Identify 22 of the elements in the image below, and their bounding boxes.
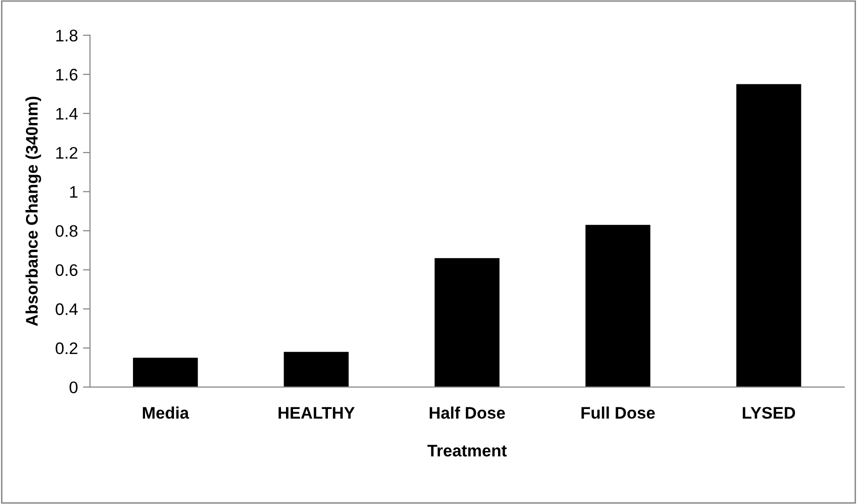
x-tick-label: Half Dose: [430, 406, 505, 419]
y-tick-label: 0.6: [56, 264, 78, 276]
y-axis-title: Absorbance Change (340nm): [26, 96, 42, 326]
y-tick-label: 1.8: [56, 30, 78, 42]
bar: [434, 258, 500, 388]
y-tick-label: 0: [70, 381, 78, 394]
x-tick-label: Full Dose: [582, 406, 655, 419]
y-tick-label: 0.2: [56, 342, 78, 354]
x-tick-label: Media: [142, 406, 190, 419]
y-tick-label: 1.2: [56, 146, 78, 159]
bar: [132, 358, 198, 388]
x-tick-label: LYSED: [742, 406, 796, 419]
x-tick-label: HEALTHY: [278, 407, 355, 419]
bar: [736, 84, 802, 388]
bar: [585, 224, 650, 388]
y-tick-label: 1: [70, 186, 78, 198]
y-tick-label: 0.4: [56, 303, 78, 316]
y-tick-label: 1.4: [56, 108, 78, 120]
x-axis-title: Treatment: [427, 444, 507, 457]
y-tick-label: 1.6: [56, 68, 78, 81]
y-tick-label: 0.8: [56, 225, 78, 237]
bar: [284, 352, 349, 388]
